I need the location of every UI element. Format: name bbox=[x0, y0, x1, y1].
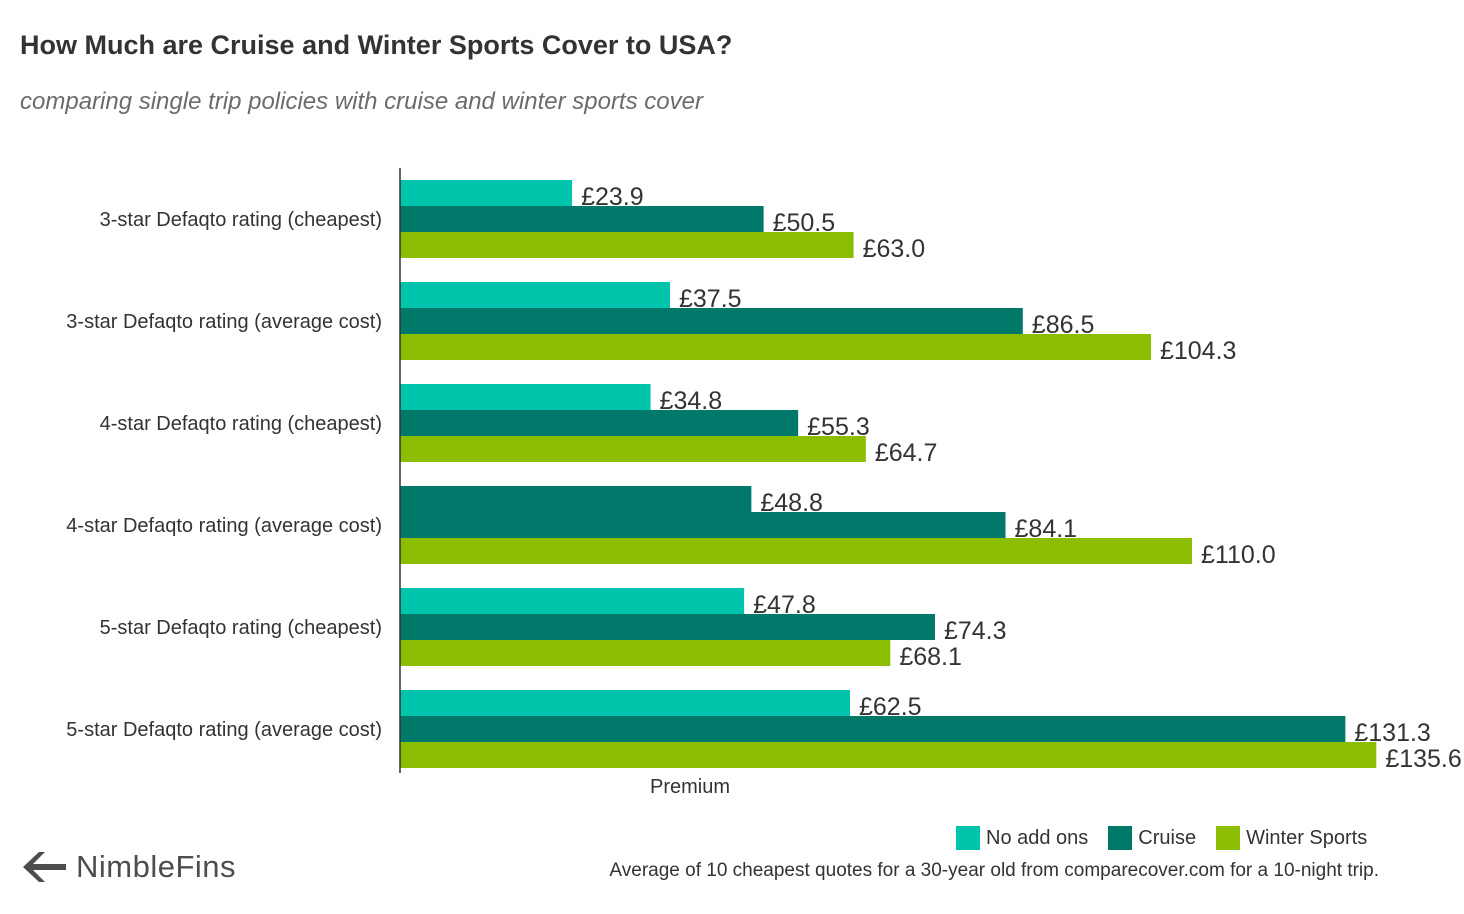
bar-cruise bbox=[400, 716, 1346, 742]
bar-winter-sports bbox=[400, 232, 854, 258]
chart-subtitle: comparing single trip policies with crui… bbox=[20, 88, 703, 115]
bar-cruise bbox=[400, 614, 935, 640]
value-label-cruise: £131.3 bbox=[1354, 719, 1430, 747]
value-label-no-add-ons: £48.8 bbox=[760, 489, 823, 517]
value-label-no-add-ons: £62.5 bbox=[859, 693, 922, 721]
bar-no-add-ons bbox=[400, 282, 670, 308]
brand: NimbleFins bbox=[20, 846, 236, 888]
legend-item-no-add-ons: No add ons bbox=[956, 826, 1088, 850]
legend-item-winter-sports: Winter Sports bbox=[1216, 826, 1367, 850]
value-label-cruise: £50.5 bbox=[773, 209, 836, 237]
brand-name: NimbleFins bbox=[76, 849, 237, 884]
nimblefins-chevron-logo-icon bbox=[23, 852, 66, 882]
legend-swatch-cruise bbox=[1108, 826, 1133, 850]
bar-cruise bbox=[400, 308, 1023, 334]
bar-no-add-ons bbox=[400, 384, 651, 410]
bar-no-add-ons bbox=[400, 180, 573, 206]
bar-winter-sports bbox=[400, 640, 891, 666]
category-label: 4-star Defaqto rating (average cost) bbox=[66, 515, 382, 537]
legend-item-cruise: Cruise bbox=[1108, 826, 1196, 850]
category-label: 3-star Defaqto rating (cheapest) bbox=[100, 209, 382, 231]
value-label-cruise: £84.1 bbox=[1015, 515, 1078, 543]
value-labels-group: £23.9 £50.5 £63.0 £37.5 £86.5 £104.3 £34.8 £55.… bbox=[581, 183, 1462, 773]
x-axis-title: Premium bbox=[650, 776, 730, 798]
value-label-winter-sports: £63.0 bbox=[863, 235, 926, 263]
value-label-cruise: £86.5 bbox=[1032, 311, 1095, 339]
bar-cruise bbox=[400, 512, 1006, 538]
value-label-winter-sports: £64.7 bbox=[875, 439, 938, 467]
legend-swatch-no-add-ons bbox=[956, 826, 980, 850]
legend-label-cruise: Cruise bbox=[1138, 826, 1197, 849]
value-label-cruise: £55.3 bbox=[807, 413, 870, 441]
value-label-cruise: £74.3 bbox=[944, 617, 1007, 645]
legend-label-winter-sports: Winter Sports bbox=[1246, 826, 1368, 849]
legend-swatch-winter-sports bbox=[1216, 826, 1241, 850]
value-label-no-add-ons: £23.9 bbox=[581, 183, 644, 211]
value-label-winter-sports: £68.1 bbox=[899, 643, 962, 671]
category-label: 4-star Defaqto rating (cheapest) bbox=[100, 413, 382, 435]
bar-winter-sports bbox=[400, 742, 1377, 768]
category-label: 5-star Defaqto rating (average cost) bbox=[66, 719, 382, 741]
bar-no-add-ons bbox=[400, 486, 752, 512]
value-label-no-add-ons: £37.5 bbox=[679, 285, 742, 313]
bar-no-add-ons bbox=[400, 690, 850, 716]
legend: No add ons Cruise Winter Sports bbox=[956, 826, 1367, 850]
source-footnote: Average of 10 cheapest quotes for a 30-y… bbox=[609, 860, 1379, 881]
bar-cruise bbox=[400, 410, 799, 436]
category-label: 3-star Defaqto rating (average cost) bbox=[66, 311, 382, 333]
bar-winter-sports bbox=[400, 436, 866, 462]
chart-title: How Much are Cruise and Winter Sports Co… bbox=[20, 30, 733, 60]
category-label: 5-star Defaqto rating (cheapest) bbox=[100, 617, 382, 639]
value-label-winter-sports: £104.3 bbox=[1160, 337, 1236, 365]
legend-label-no-add-ons: No add ons bbox=[986, 826, 1089, 849]
bar-winter-sports bbox=[400, 334, 1151, 360]
bars-group bbox=[400, 180, 1377, 768]
category-labels-group: 3-star Defaqto rating (cheapest) 3-star D… bbox=[66, 209, 382, 741]
bar-winter-sports bbox=[400, 538, 1192, 564]
bar-no-add-ons bbox=[400, 588, 745, 614]
value-label-no-add-ons: £34.8 bbox=[660, 387, 723, 415]
value-label-winter-sports: £135.6 bbox=[1385, 745, 1461, 773]
bar-cruise bbox=[400, 206, 764, 232]
value-label-winter-sports: £110.0 bbox=[1201, 541, 1276, 569]
value-label-no-add-ons: £47.8 bbox=[753, 591, 816, 619]
